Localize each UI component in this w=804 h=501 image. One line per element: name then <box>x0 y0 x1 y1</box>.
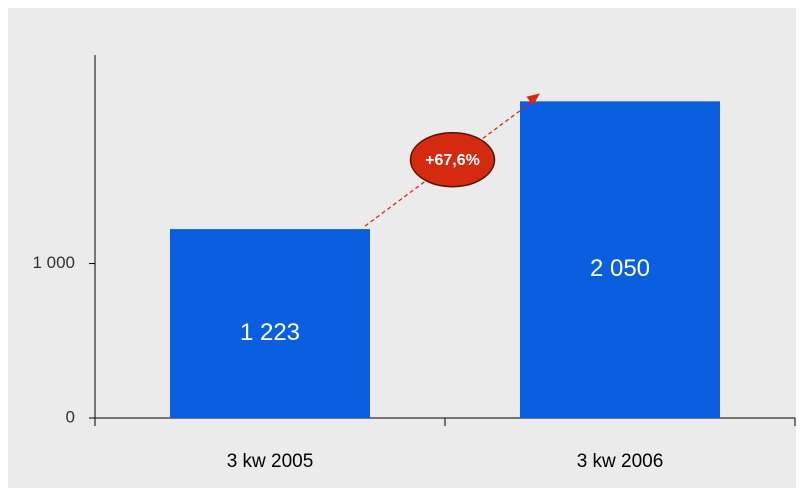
bar <box>170 229 370 418</box>
x-tick-label: 3 kw 2005 <box>227 451 314 472</box>
annotation-badge <box>409 131 496 188</box>
value-label: 2 050 <box>590 255 650 282</box>
arrow-head <box>526 93 540 106</box>
bar <box>520 101 720 418</box>
y-tick-label: 0 <box>66 407 75 426</box>
annotation: +67,6% <box>425 152 480 169</box>
value-label: 1 223 <box>240 319 300 346</box>
x-tick-label: 3 kw 2006 <box>577 451 664 472</box>
y-tick-label: 1 000 <box>32 253 75 272</box>
